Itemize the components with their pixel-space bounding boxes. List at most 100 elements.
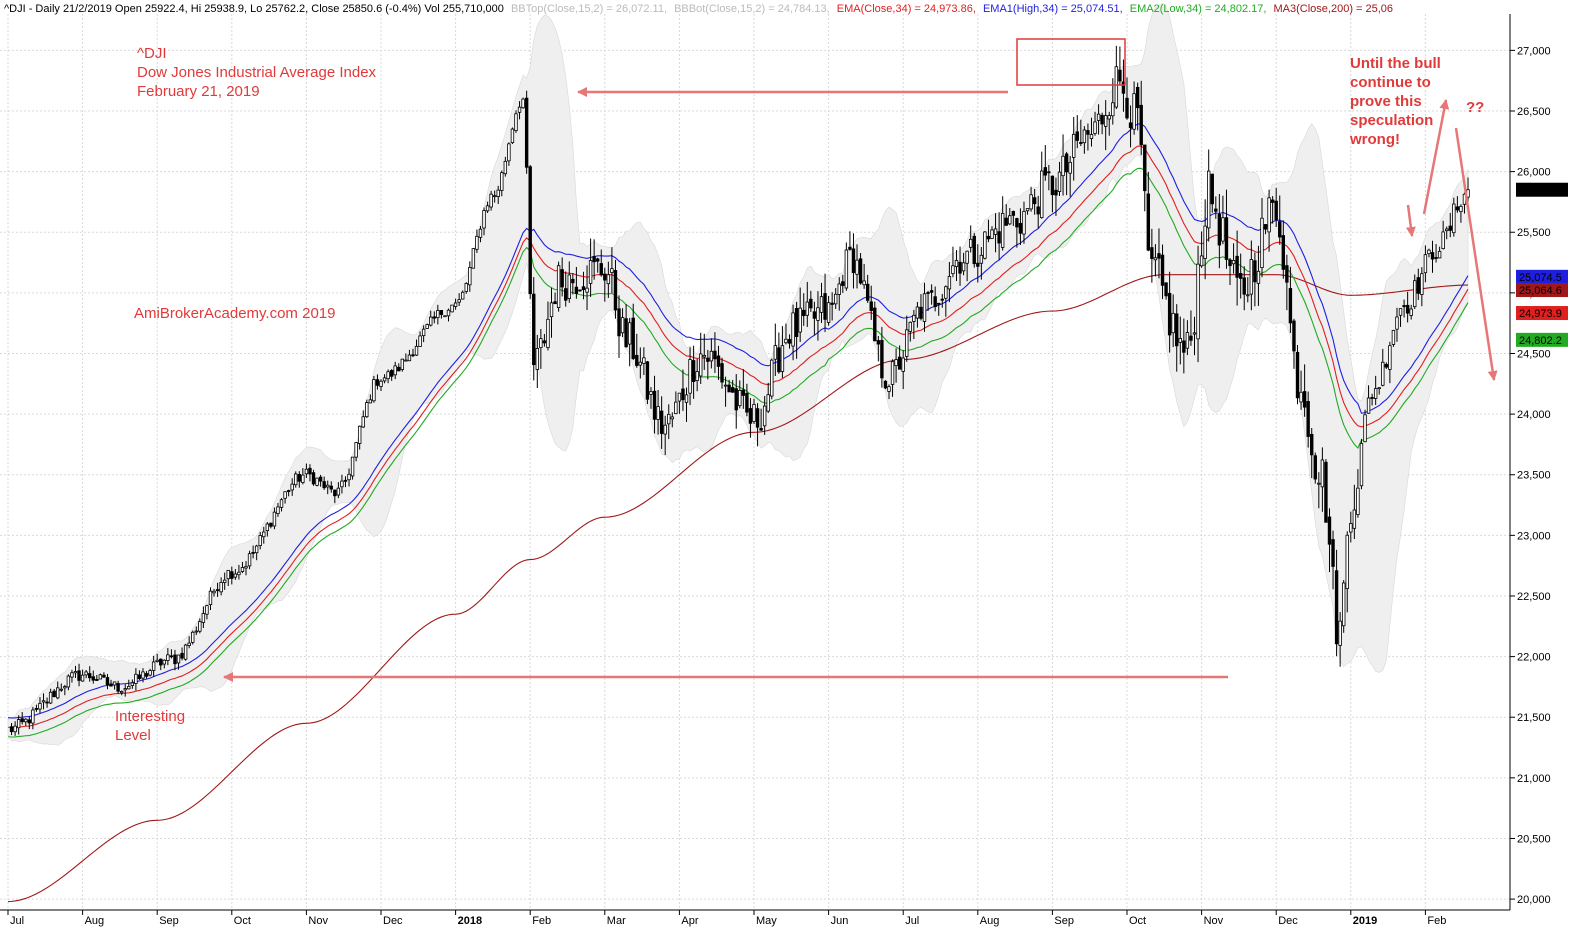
candle-up: [496, 189, 500, 197]
ma200-line: [7, 274, 1469, 903]
candle-up: [1153, 257, 1158, 261]
candle-up: [1068, 161, 1072, 174]
candle-down: [1150, 247, 1154, 259]
candle-up: [549, 302, 554, 318]
candle-up: [1345, 534, 1349, 589]
candle-up: [752, 404, 756, 422]
candle-up: [1061, 155, 1065, 177]
candle-down: [603, 273, 607, 281]
bull-note-2: continue to: [1350, 74, 1431, 91]
candle-up: [1427, 249, 1431, 255]
candle-down: [1235, 255, 1239, 278]
candle-up: [354, 442, 358, 458]
candle-up: [13, 725, 17, 733]
candle-up: [262, 531, 266, 538]
candle-down: [397, 366, 401, 372]
candle-down: [1086, 130, 1090, 135]
candle-up: [667, 413, 671, 425]
candle-up: [59, 688, 63, 691]
candle-up: [1349, 523, 1353, 533]
x-tick-label: Dec: [1278, 915, 1298, 927]
candle-down: [144, 673, 149, 677]
candle-up: [382, 377, 387, 382]
candle-up: [546, 318, 550, 349]
candle-down: [595, 258, 600, 262]
candle-up: [606, 274, 611, 285]
candle-up: [372, 379, 376, 402]
candle-down: [1430, 252, 1435, 260]
candle-up: [365, 402, 369, 418]
candle-up: [556, 265, 561, 308]
candle-up: [98, 674, 103, 680]
candle-down: [105, 677, 110, 686]
x-tick-label: Oct: [234, 915, 251, 927]
candle-up: [585, 287, 589, 293]
candle-up: [535, 348, 540, 370]
candle-down: [343, 479, 348, 482]
candle-up: [194, 630, 198, 633]
candle-down: [848, 246, 852, 250]
candle-up: [208, 590, 213, 605]
interesting-level-label-2: Level: [115, 727, 151, 744]
candle-down: [1214, 208, 1218, 212]
candle-down: [972, 235, 976, 265]
candle-down: [691, 360, 696, 382]
annotation-name: Dow Jones Industrial Average Index: [137, 64, 377, 81]
candle-up: [1025, 208, 1030, 212]
candle-down: [77, 670, 81, 681]
candle-down: [1306, 401, 1310, 437]
candle-up: [478, 228, 483, 238]
candle-up: [425, 324, 429, 329]
candle-up: [112, 681, 117, 686]
x-tick-label: Feb: [1427, 915, 1446, 927]
candle-down: [1331, 539, 1335, 567]
ema-low-value-label: 24,802.2: [1519, 335, 1562, 347]
candle-up: [404, 359, 408, 362]
candle-down: [45, 701, 49, 704]
candle-down: [681, 388, 685, 401]
y-tick-label: 24,000: [1517, 409, 1551, 421]
candle-down: [1050, 175, 1055, 196]
candle-up: [826, 302, 831, 323]
candle-up: [905, 329, 909, 357]
candle-up: [993, 228, 998, 235]
watermark: AmiBrokerAcademy.com 2019: [134, 305, 335, 322]
candle-down: [251, 551, 255, 554]
candle-down: [1455, 206, 1460, 211]
candle-up: [183, 644, 188, 660]
candle-up: [1171, 312, 1175, 334]
candle-down: [1228, 259, 1232, 267]
candle-up: [176, 654, 181, 664]
ema-low-line: [7, 167, 1469, 738]
candle-up: [294, 473, 298, 486]
candle-down: [215, 589, 220, 592]
candle-down: [1324, 461, 1328, 523]
candle-down: [755, 408, 760, 428]
candle-up: [1381, 361, 1385, 386]
candle-down: [1075, 131, 1079, 141]
candle-up: [968, 238, 973, 248]
candle-up: [393, 365, 397, 376]
candle-down: [1160, 254, 1165, 286]
candle-up: [1203, 225, 1207, 259]
candle-up: [361, 416, 365, 428]
x-tick-label: 2018: [458, 915, 482, 927]
candle-down: [745, 392, 749, 413]
candle-down: [230, 571, 234, 579]
candle-up: [1040, 170, 1044, 219]
candle-up: [1008, 215, 1012, 225]
candle-down: [812, 311, 817, 319]
candle-down: [1118, 69, 1122, 82]
candle-up: [446, 309, 451, 317]
x-tick-label: Aug: [980, 915, 1000, 927]
candle-up: [954, 260, 959, 267]
candle-up: [155, 659, 159, 662]
candle-down: [102, 674, 106, 678]
candle-up: [84, 671, 88, 676]
candle-up: [461, 291, 465, 300]
candle-down: [613, 270, 618, 311]
candle-up: [780, 345, 785, 372]
candle-up: [791, 312, 795, 347]
candle-down: [1384, 363, 1389, 368]
candle-down: [1015, 218, 1019, 228]
